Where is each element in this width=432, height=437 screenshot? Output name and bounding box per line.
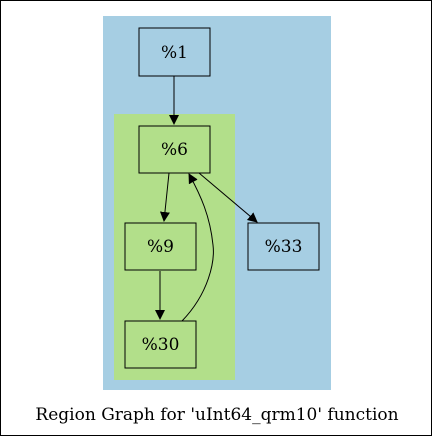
node-6-label: %6 [161, 140, 188, 160]
node-30-label: %30 [142, 335, 180, 355]
node-9-label: %9 [147, 237, 174, 257]
node-6[interactable]: %6 [138, 125, 211, 174]
edge-30-to-6 [181, 173, 214, 322]
node-33-label: %33 [265, 237, 303, 257]
node-1-label: %1 [161, 43, 188, 63]
node-1[interactable]: %1 [138, 27, 211, 77]
node-9[interactable]: %9 [124, 222, 197, 271]
edge-6-to-33 [198, 172, 258, 223]
graph-caption: Region Graph for 'uInt64_qrm10' function [35, 405, 398, 425]
node-33[interactable]: %33 [247, 222, 320, 271]
edge-6-to-9 [159, 172, 170, 222]
node-30[interactable]: %30 [124, 320, 197, 369]
